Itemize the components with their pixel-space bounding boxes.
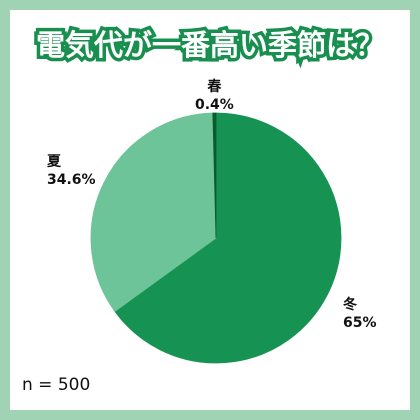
- slice-name-winter: 冬: [343, 297, 357, 313]
- slice-name-summer: 夏: [47, 154, 61, 170]
- chart-title: 電気代が一番高い季節は？: [32, 25, 387, 66]
- slice-value-spring: 0.4%: [195, 97, 234, 113]
- slice-value-winter: 65%: [343, 315, 377, 331]
- slice-label-summer: 夏 34.6%: [47, 153, 96, 189]
- pie-slice-spring: [212, 112, 217, 239]
- slice-value-summer: 34.6%: [47, 172, 96, 188]
- slice-name-spring: 春: [207, 79, 222, 95]
- pie-slice-winter: [114, 112, 342, 364]
- pie-slice-summer: [90, 112, 217, 313]
- slice-label-winter: 冬 65%: [343, 296, 377, 332]
- slice-label-spring: 春 0.4%: [195, 78, 234, 114]
- sample-size-note: n = 500: [22, 375, 91, 395]
